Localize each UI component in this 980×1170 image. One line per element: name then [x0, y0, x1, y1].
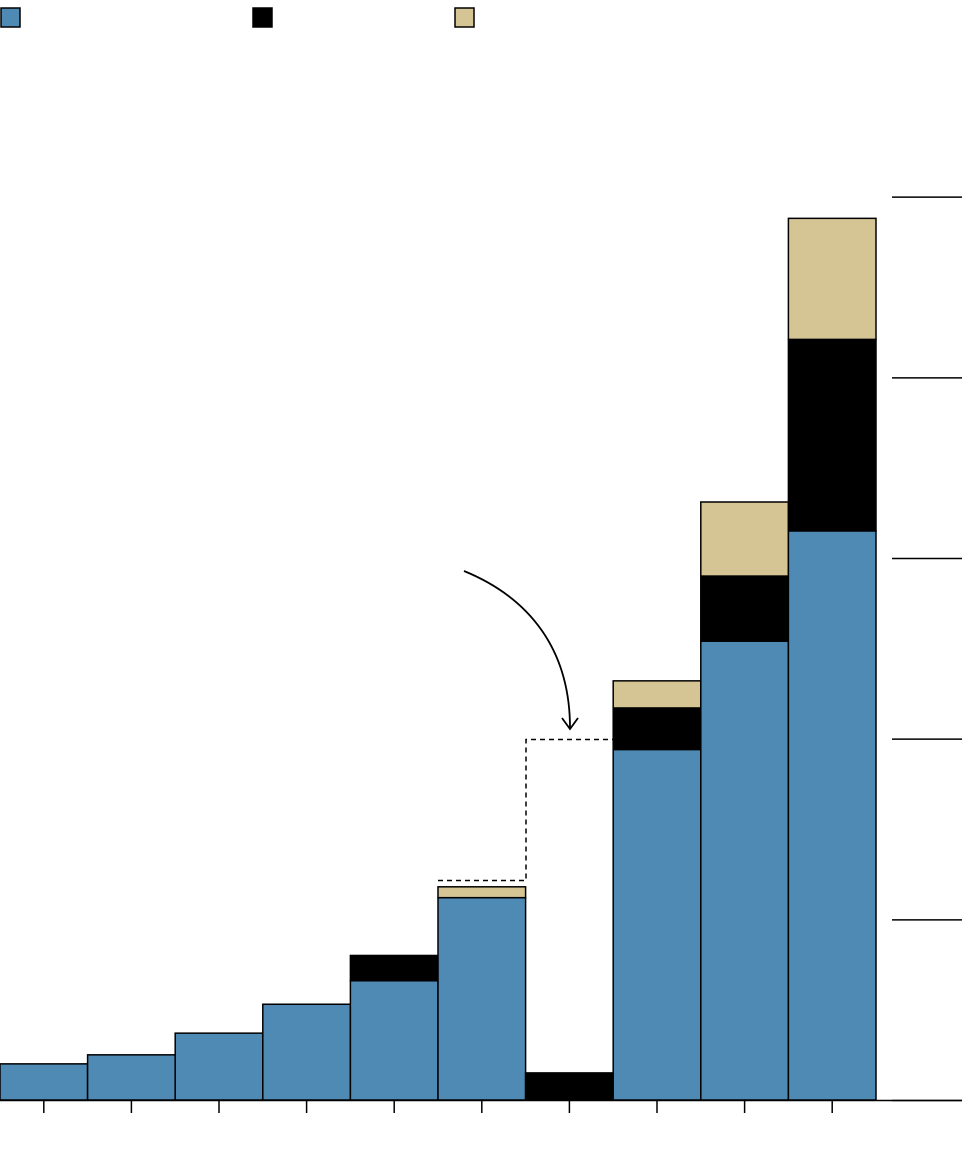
arrow-head: [561, 717, 579, 731]
bar-segment: [262, 1003, 352, 1101]
bar-segment: [787, 217, 877, 341]
bar-segment: [349, 954, 439, 982]
dashed-outline: [438, 738, 613, 882]
bar-segment: [700, 575, 790, 642]
legend-swatch: [0, 7, 21, 28]
bar-segment: [700, 640, 790, 1101]
bar-segment: [787, 338, 877, 532]
grid: [892, 196, 962, 1102]
legend-swatch: [252, 7, 273, 28]
bar-segment: [437, 896, 527, 1101]
legend-swatch: [454, 7, 475, 28]
bar-segment: [86, 1054, 176, 1101]
x-ticks: [43, 1100, 833, 1113]
bars: [0, 217, 877, 1101]
bar-segment: [612, 680, 702, 709]
bar-segment: [349, 980, 439, 1101]
bar-segment: [612, 707, 702, 751]
bar-segment: [437, 886, 527, 899]
bar-segment: [787, 530, 877, 1101]
bar-segment: [700, 501, 790, 577]
legend: [0, 7, 475, 28]
annotation-arrow: [463, 570, 571, 729]
bar-segment: [612, 748, 702, 1101]
bar-segment: [174, 1032, 264, 1101]
bar-segment: [0, 1063, 89, 1101]
bar-segment: [524, 1072, 614, 1101]
